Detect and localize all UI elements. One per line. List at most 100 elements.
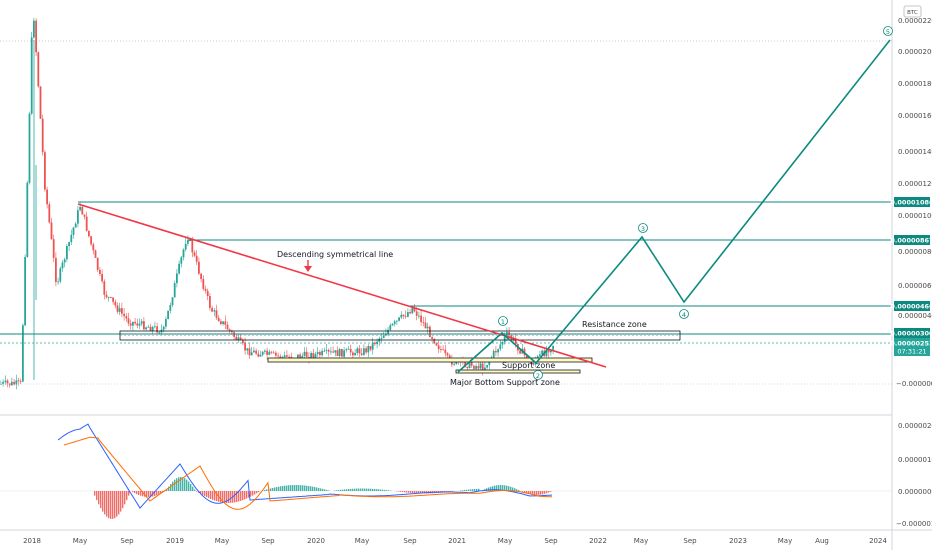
candle-body xyxy=(251,352,253,355)
price-badge-00000867: 0.00000867 xyxy=(890,235,932,245)
candle-body xyxy=(273,353,275,354)
candle-body xyxy=(337,350,339,356)
price-label: 0.00002000 xyxy=(898,48,932,56)
histogram-bar xyxy=(398,491,399,492)
candle-body xyxy=(35,21,37,53)
histogram-bar xyxy=(120,491,121,512)
candle-body xyxy=(244,343,246,350)
candle-body xyxy=(37,52,39,86)
candle-body xyxy=(134,322,136,324)
candle-body xyxy=(198,262,200,274)
histogram-bar xyxy=(278,487,279,491)
histogram-bar xyxy=(192,487,193,491)
histogram-bar xyxy=(114,491,115,518)
candle-body xyxy=(407,312,409,317)
histogram-bar xyxy=(98,491,99,504)
histogram-bar xyxy=(204,491,205,496)
histogram-bar xyxy=(296,485,297,491)
wave-label-1[interactable]: 1 xyxy=(499,317,508,327)
histogram-bar xyxy=(136,491,137,494)
candle-body xyxy=(18,380,20,381)
histogram-bar xyxy=(182,477,183,491)
candle-body xyxy=(374,343,376,345)
candle-body xyxy=(187,240,189,243)
histogram-bar xyxy=(414,491,415,493)
candle-body xyxy=(48,204,50,222)
histogram-bar xyxy=(372,489,373,491)
candle-body xyxy=(57,281,59,282)
candle-body xyxy=(205,289,207,291)
histogram-bar xyxy=(318,488,319,491)
wave-label-text-4: 4 xyxy=(682,311,686,319)
histogram-bar xyxy=(300,485,301,491)
countdown-text: 07:31:21 xyxy=(897,348,926,356)
candle-body xyxy=(466,367,468,368)
wave-label-5[interactable]: 5 xyxy=(884,27,893,37)
candle-body xyxy=(70,235,72,242)
candle-body xyxy=(497,349,499,352)
histogram-bar xyxy=(542,491,543,494)
histogram-bar xyxy=(212,491,213,500)
candle-body xyxy=(53,239,55,258)
candle-body xyxy=(163,327,165,330)
candle-body xyxy=(150,327,152,331)
candle-body xyxy=(306,352,308,357)
candle-body xyxy=(400,315,402,318)
candle-body xyxy=(202,279,204,289)
histogram-bar xyxy=(412,491,413,493)
histogram-bar xyxy=(536,491,537,495)
price-label: 0.00001400 xyxy=(898,148,932,156)
histogram-bar xyxy=(202,491,203,495)
histogram-bar xyxy=(306,486,307,491)
candle-body xyxy=(339,349,341,356)
candle-body xyxy=(343,350,345,356)
candle-body xyxy=(405,316,407,317)
price-badge-00001086: 0.00001086 xyxy=(890,197,932,207)
candle-body xyxy=(42,119,44,153)
candle-body xyxy=(165,319,167,327)
histogram-bar xyxy=(148,491,149,497)
candle-body xyxy=(260,355,262,357)
histogram-bar xyxy=(102,491,103,512)
wave-label-3[interactable]: 3 xyxy=(639,224,648,234)
candle-body xyxy=(224,321,226,324)
histogram-bar xyxy=(228,491,229,503)
histogram-bar xyxy=(546,491,547,493)
candle-body xyxy=(55,258,57,282)
candle-body xyxy=(352,352,354,355)
candle-body xyxy=(482,364,484,371)
candle-body xyxy=(275,353,277,356)
histogram-bar xyxy=(464,490,465,491)
candle-body xyxy=(409,312,411,313)
candle-body xyxy=(396,321,398,322)
major-support-zone-box[interactable] xyxy=(456,370,580,373)
candle-body xyxy=(383,336,385,339)
histogram-bar xyxy=(474,489,475,491)
histogram-bar xyxy=(550,491,551,492)
candle-body xyxy=(499,345,501,350)
time-label: Sep xyxy=(544,537,558,545)
candle-body xyxy=(262,352,264,355)
histogram-bar xyxy=(364,489,365,491)
candle-body xyxy=(218,318,220,321)
candle-body xyxy=(246,348,248,350)
candle-body xyxy=(112,297,114,301)
wave-label-4[interactable]: 4 xyxy=(680,310,689,320)
histogram-bar xyxy=(380,490,381,491)
histogram-bar xyxy=(244,491,245,499)
histogram-bar xyxy=(294,485,295,491)
candle-body xyxy=(97,258,99,270)
symbol-badge[interactable]: BTC xyxy=(904,6,921,17)
histogram-bar xyxy=(468,490,469,491)
histogram-bar xyxy=(410,491,411,493)
candle-body xyxy=(68,242,70,246)
candle-body xyxy=(519,350,521,353)
histogram-bar xyxy=(270,488,271,491)
candle-body xyxy=(286,355,288,356)
price-badge-00000466: 0.00000466 xyxy=(890,301,932,311)
candle-body xyxy=(26,183,28,257)
candle-body xyxy=(180,257,182,263)
histogram-bar xyxy=(94,491,95,496)
